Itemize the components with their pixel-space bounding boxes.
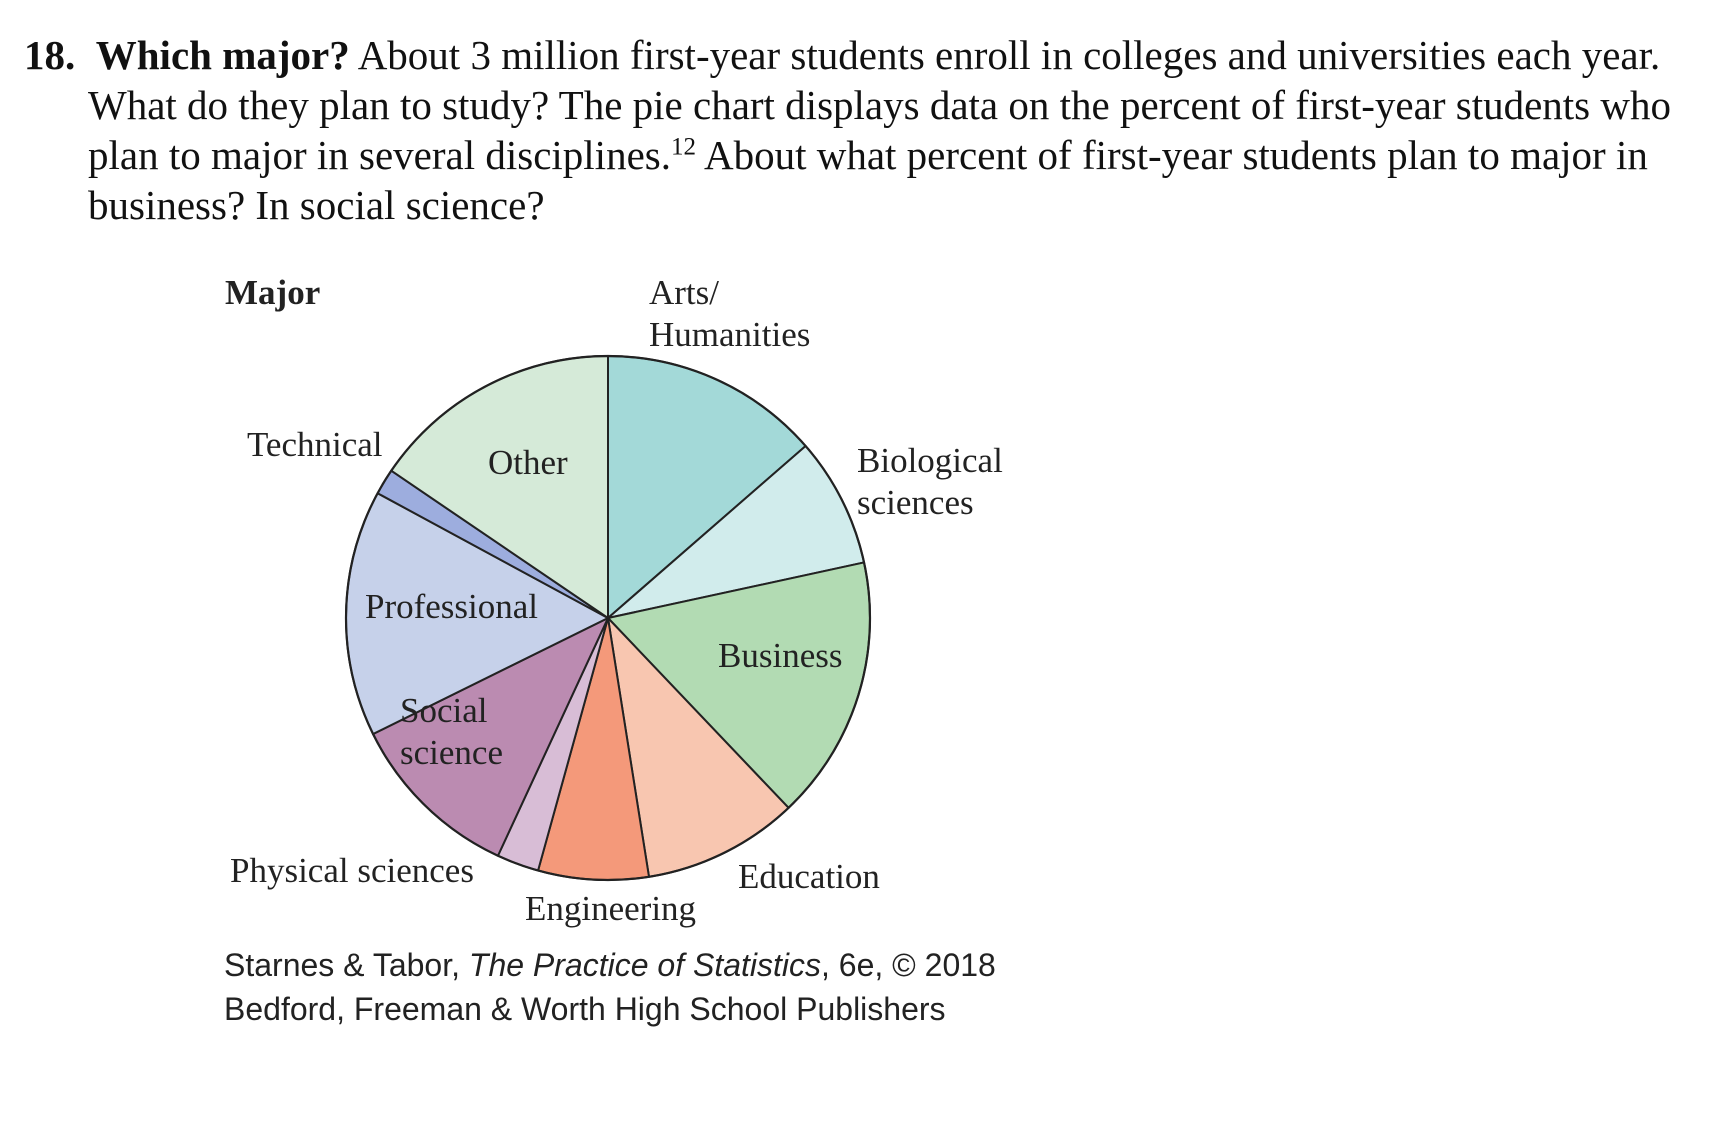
image-credit: Starnes & Tabor, The Practice of Statist… <box>224 943 996 1031</box>
chart-title: Major <box>225 273 320 312</box>
pie-label-education: Education <box>738 857 880 896</box>
pie-label-professional: Professional <box>365 587 538 626</box>
credit-edition: , 6e, © 2018 <box>821 947 996 983</box>
problem-statement: 18. Which major? About 3 million first-y… <box>24 30 1684 230</box>
credit-line-2: Bedford, Freeman & Worth High School Pub… <box>224 991 946 1027</box>
footnote-ref: 12 <box>670 133 696 161</box>
pie-label-bio: Biological sciences <box>857 441 1003 522</box>
problem-question: About what percent of first-year student… <box>88 132 1648 228</box>
pie-label-social: Social science <box>400 691 503 772</box>
pie-outline <box>344 354 872 882</box>
pie-label-arts: Arts/Humanities <box>649 273 810 354</box>
problem-number: 18. <box>24 32 76 78</box>
problem-title: Which major? <box>95 32 350 78</box>
pie-label-technical: Technical <box>247 425 383 464</box>
credit-authors: Starnes & Tabor, <box>224 947 469 983</box>
credit-book-title: The Practice of Statistics <box>468 947 822 983</box>
pie-labels: Arts/Humanities Biological sciences Busines… <box>230 273 1003 928</box>
pie-slices <box>344 354 872 882</box>
pie-label-engineering: Engineering <box>525 889 696 928</box>
pie-label-other: Other <box>488 443 568 482</box>
pie-label-business: Business <box>718 636 842 675</box>
pie-label-physical: Physical sciences <box>230 851 474 890</box>
credit-line-1: Starnes & Tabor, The Practice of Statist… <box>224 943 996 987</box>
problem-text: About 3 million first-year students enro… <box>88 32 1671 178</box>
